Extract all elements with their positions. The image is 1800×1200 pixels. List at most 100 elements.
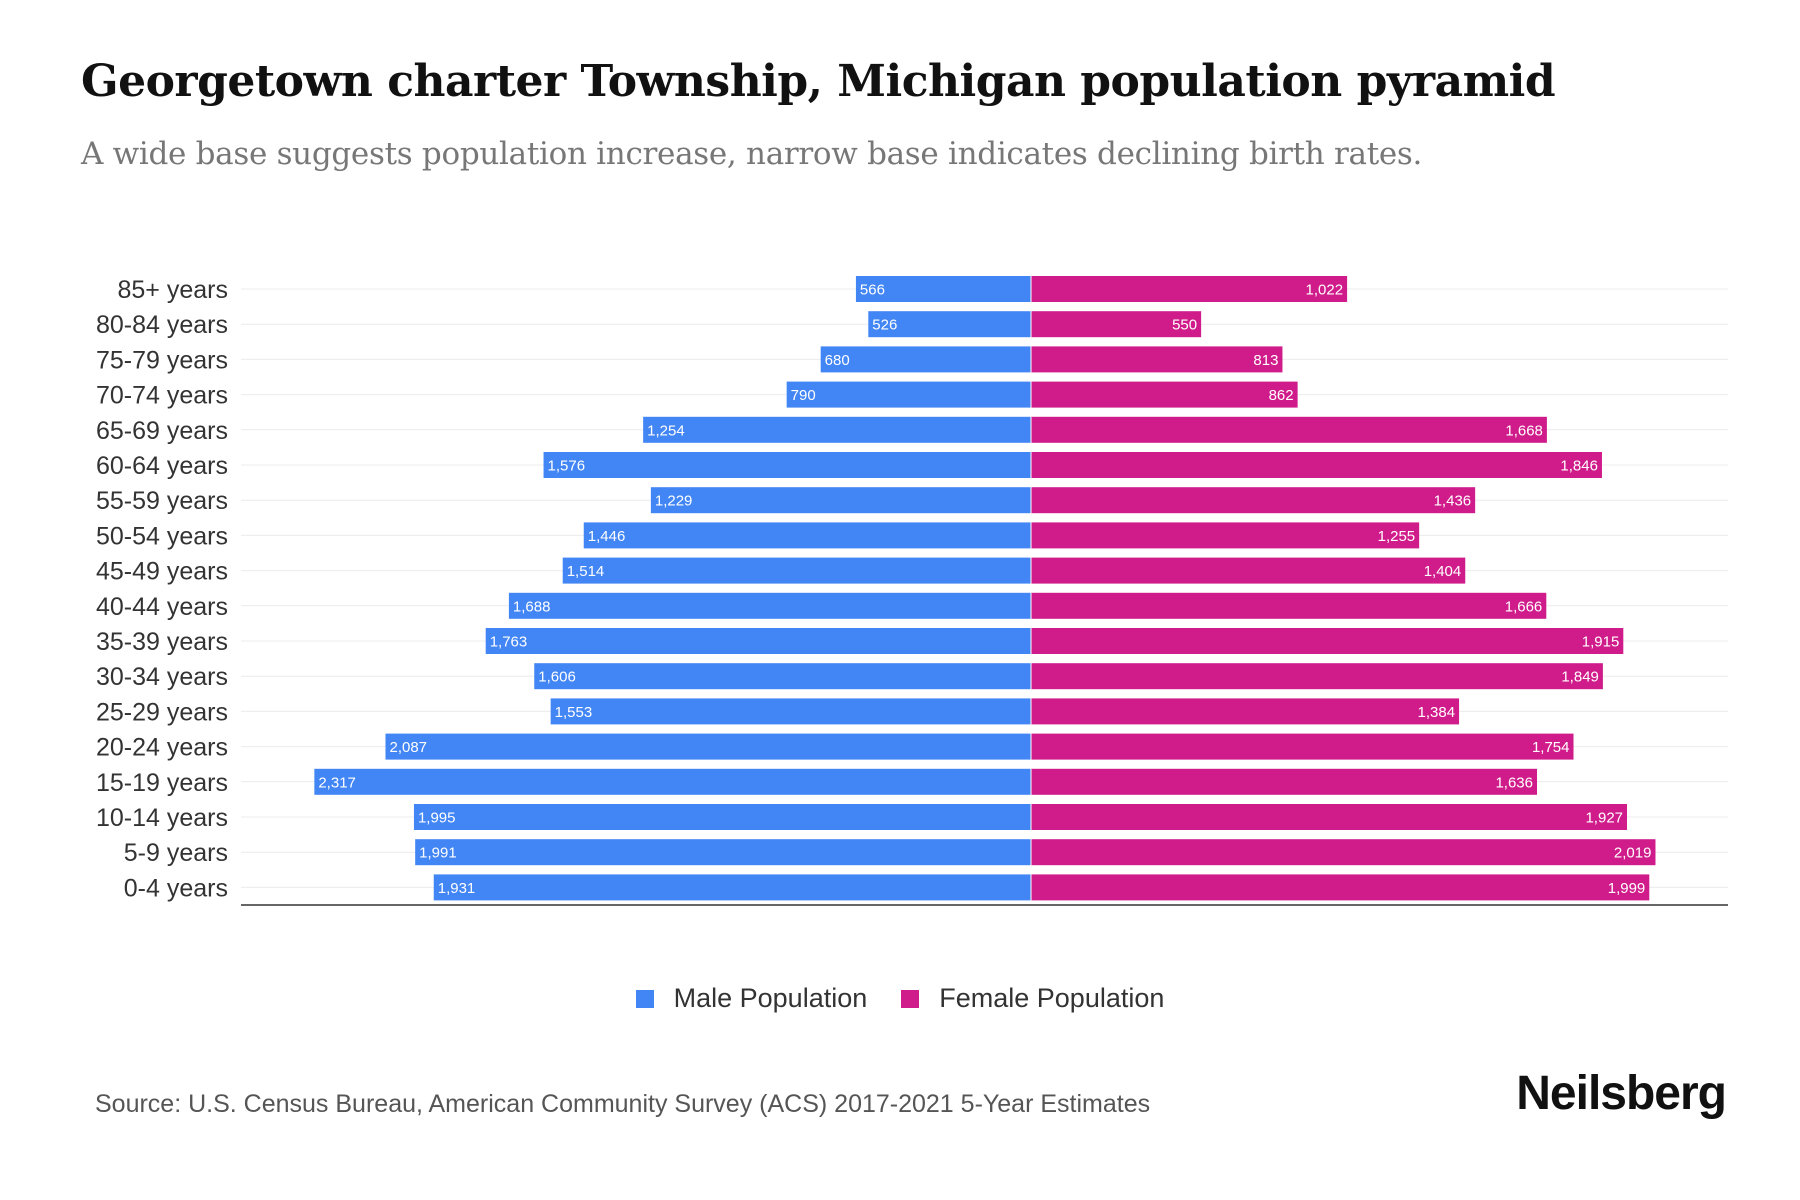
data-label-male: 1,576 — [548, 458, 586, 475]
y-tick-label: 75-79 years — [96, 346, 228, 374]
bar-female — [1031, 839, 1656, 866]
y-tick-label: 0-4 years — [124, 874, 228, 902]
y-tick-label: 15-19 years — [96, 769, 228, 797]
bar-male — [415, 839, 1031, 866]
y-tick-label: 65-69 years — [96, 417, 228, 445]
bar-male — [433, 874, 1031, 901]
y-tick-label: 30-34 years — [96, 663, 228, 691]
bar-female — [1031, 522, 1420, 549]
bar-female — [1031, 311, 1202, 338]
data-label-male: 1,763 — [490, 634, 528, 651]
bar-male — [550, 698, 1031, 725]
legend-label-male: Male Population — [673, 983, 868, 1013]
data-label-female: 1,666 — [1505, 598, 1543, 615]
bar-female — [1031, 487, 1476, 514]
y-tick-label: 60-64 years — [96, 452, 228, 480]
bar-male — [385, 733, 1031, 760]
data-label-male: 566 — [860, 282, 885, 299]
y-tick-label: 45-49 years — [96, 558, 228, 586]
source-note: Source: U.S. Census Bureau, American Com… — [95, 1090, 1151, 1118]
y-tick-label: 25-29 years — [96, 698, 228, 726]
bar-female — [1031, 557, 1466, 584]
bar-male — [508, 592, 1031, 619]
bar-male — [314, 768, 1031, 795]
bar-female — [1031, 628, 1624, 654]
data-label-female: 1,754 — [1532, 739, 1570, 756]
y-tick-label: 50-54 years — [96, 522, 228, 550]
y-tick-label: 5-9 years — [124, 839, 228, 867]
data-label-female: 1,384 — [1418, 704, 1456, 721]
data-label-male: 2,317 — [318, 774, 356, 791]
bar-male — [583, 522, 1031, 549]
y-tick-label: 10-14 years — [96, 804, 228, 832]
data-label-male: 1,931 — [438, 880, 476, 897]
legend-swatch-female — [901, 989, 920, 1008]
y-tick-label: 20-24 years — [96, 734, 228, 762]
data-label-male: 1,254 — [647, 422, 685, 439]
data-label-female: 862 — [1269, 387, 1294, 404]
data-label-female: 2,019 — [1614, 845, 1652, 862]
legend-label-female: Female Population — [939, 983, 1165, 1013]
bar-male — [868, 311, 1031, 338]
data-label-female: 1,915 — [1582, 634, 1620, 651]
data-label-female: 1,668 — [1505, 422, 1543, 439]
brand-logo: Neilsberg — [1516, 1067, 1727, 1120]
legend-item-female: Female Population — [901, 983, 1164, 1014]
data-label-female: 550 — [1172, 317, 1197, 334]
legend: Male Population Female Population — [0, 983, 1800, 1014]
data-label-female: 1,927 — [1585, 810, 1623, 827]
data-label-male: 1,991 — [419, 845, 457, 862]
legend-item-male: Male Population — [635, 983, 868, 1014]
bar-female — [1031, 416, 1547, 443]
data-label-male: 1,514 — [567, 563, 605, 580]
data-label-female: 1,846 — [1560, 458, 1598, 475]
data-label-female: 1,999 — [1608, 880, 1646, 897]
bar-female — [1031, 381, 1298, 408]
bar-male — [855, 276, 1031, 302]
data-label-male: 2,087 — [389, 739, 427, 756]
bar-female — [1031, 452, 1602, 478]
bar-male — [820, 346, 1031, 373]
data-label-female: 1,022 — [1306, 282, 1344, 299]
bar-male — [485, 628, 1031, 654]
data-label-female: 813 — [1253, 352, 1278, 369]
bar-female — [1031, 663, 1603, 690]
y-tick-label: 35-39 years — [96, 628, 228, 656]
y-tick-label: 40-44 years — [96, 593, 228, 621]
data-label-male: 1,606 — [538, 669, 576, 686]
data-label-male: 1,229 — [655, 493, 693, 510]
y-tick-label: 70-74 years — [96, 382, 228, 410]
bar-male — [534, 663, 1031, 690]
data-label-male: 526 — [872, 317, 897, 334]
data-label-male: 1,995 — [418, 810, 456, 827]
bar-male — [643, 416, 1031, 443]
data-label-male: 1,553 — [555, 704, 593, 721]
bar-female — [1031, 276, 1348, 302]
bar-male — [562, 557, 1031, 584]
data-label-female: 1,436 — [1434, 493, 1472, 510]
bar-female — [1031, 768, 1538, 795]
bar-female — [1031, 733, 1574, 760]
bar-male — [786, 381, 1031, 408]
data-label-female: 1,255 — [1378, 528, 1416, 545]
data-label-female: 1,849 — [1561, 669, 1599, 686]
legend-swatch-male — [635, 989, 654, 1008]
bar-female — [1031, 698, 1460, 725]
data-label-female: 1,404 — [1424, 563, 1462, 580]
bar-male — [650, 487, 1031, 514]
data-label-male: 1,688 — [513, 598, 551, 615]
chart-title: Georgetown charter Township, Michigan po… — [81, 56, 1556, 107]
data-label-male: 680 — [825, 352, 850, 369]
chart-subtitle: A wide base suggests population increase… — [81, 136, 1423, 172]
data-label-male: 1,446 — [588, 528, 626, 545]
y-tick-label: 80-84 years — [96, 311, 228, 339]
bar-male — [413, 804, 1031, 830]
data-label-female: 1,636 — [1495, 774, 1533, 791]
y-tick-label: 85+ years — [118, 276, 229, 304]
bar-female — [1031, 804, 1628, 830]
bar-male — [543, 452, 1031, 478]
bar-female — [1031, 874, 1650, 901]
data-label-male: 790 — [791, 387, 816, 404]
y-tick-label: 55-59 years — [96, 487, 228, 515]
